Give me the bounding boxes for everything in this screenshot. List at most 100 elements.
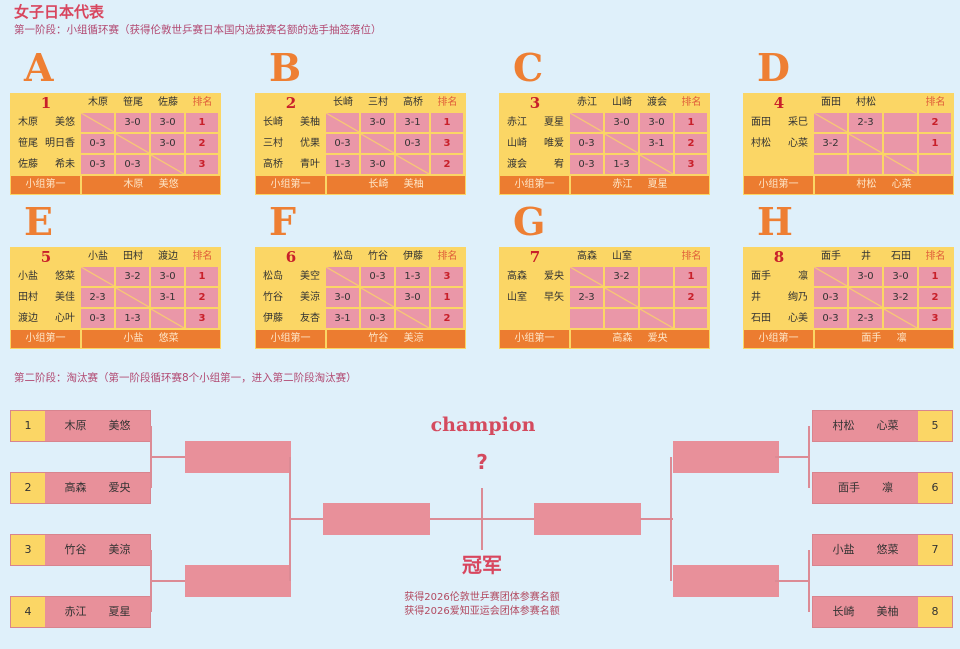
player-surname: 小盐 [18,270,38,282]
table-row: 赤江 夏星 3-0 3-0 1 [500,113,709,134]
player-name: 赤江 夏星 [45,605,150,619]
table-footer: 小组第一 小盐 悠菜 [11,330,220,348]
rank-cell: 2 [919,113,951,132]
bracket-slot: 7 小盐 悠菜 [812,534,953,566]
player-surname: 村松 [832,419,855,432]
rank-header: 排名 [192,251,213,262]
score-cell: 0-3 [361,267,394,286]
seed-number: 3 [11,535,45,565]
column-header: 山崎 [612,97,632,108]
player-given-name: 希未 [55,158,75,170]
column-header: 渡会 [647,97,667,108]
player-surname: 面手 [838,481,860,494]
player-name: 渡会 宥 [500,155,570,174]
player-given-name: 美佳 [55,291,75,303]
player-name: 山崎 唯爱 [500,134,570,153]
group-winner: 竹谷 美涼 [327,330,465,348]
player-surname: 竹谷 [263,291,283,303]
rank-cell: 1 [675,267,707,286]
rank-cell: 3 [431,134,463,153]
group-number: 1 [40,94,52,112]
player-name: 松岛 美空 [256,267,326,286]
player-given-name: 美悠 [55,116,75,128]
player-surname: 笹尾 [18,137,38,149]
player-surname: 渡边 [18,312,38,324]
column-header: 长崎 [333,97,353,108]
player-name: 佐藤 希未 [11,155,81,174]
player-name: 长崎 美柚 [813,605,918,619]
player-name: 面手 凛 [813,481,918,495]
score-cell: 0-3 [814,288,847,307]
player-surname: 赤江 [64,605,87,618]
table-row: 田村 美佳 2-3 3-1 2 [11,288,220,309]
seed-number: 1 [11,411,45,441]
group-winner: 木原 美悠 [82,176,220,194]
player-name: 面田 采巳 [744,113,814,132]
rank-cell: 1 [919,267,951,286]
bracket-slot: 8 长崎 美柚 [812,596,953,628]
score-cell: 3-0 [361,155,394,174]
group-f: F 6 松岛 竹谷 伊藤 排名 松岛 美空 0-3 1-3 3 竹谷 美涼 3-0 3-0 1 伊藤 友杏 3-1 0… [255,201,466,349]
column-header: 竹谷 [368,251,388,262]
player-given-name: 爱央 [108,481,131,494]
table-header: 5 小盐 田村 渡边 排名 [11,247,220,267]
player-name: 竹谷 美涼 [45,543,150,557]
bracket-line [151,456,185,458]
player-given-name: 心叶 [55,312,75,324]
rank-cell: 3 [186,155,218,174]
winner-label: 小组第一 [744,330,813,348]
score-cell: 3-0 [361,113,394,132]
player-surname: 高森 [64,481,87,494]
score-cell [605,309,638,328]
rank-cell: 3 [431,267,463,286]
rank-cell: 1 [919,134,951,153]
group-letter: F [269,199,296,244]
player-surname: 高桥 [263,158,283,170]
score-cell [640,155,673,174]
bracket-line [481,488,483,550]
rank-cell: 1 [186,113,218,132]
column-header: 佐藤 [158,97,178,108]
column-header: 木原 [88,97,108,108]
player-given-name: 美涼 [300,291,320,303]
group-table: 1 木原 笹尾 佐藤 排名 木原 美悠 3-0 3-0 1 笹尾 明日香 0-3 3-0 2 佐藤 希未 0-3 0… [10,93,221,195]
player-given-name: 凛 [798,270,808,282]
score-cell: 1-3 [605,155,638,174]
champion-title-cn: 冠军 [462,553,502,577]
column-header: 小盐 [88,251,108,262]
table-row: 笹尾 明日香 0-3 3-0 2 [11,134,220,155]
score-cell [570,113,603,132]
player-name: 木原 美悠 [11,113,81,132]
rank-cell: 1 [431,288,463,307]
score-cell: 3-2 [814,134,847,153]
winner-label: 小组第一 [744,176,813,194]
player-name: 面手 凛 [744,267,814,286]
group-winner: 村松 心菜 [815,176,953,194]
player-surname: 山室 [507,291,527,303]
table-row: 佐藤 希未 0-3 0-3 3 [11,155,220,176]
score-cell: 3-1 [151,288,184,307]
player-surname: 石田 [751,312,771,324]
player-surname: 田村 [18,291,38,303]
score-cell: 0-3 [81,134,114,153]
table-row: 伊藤 友杏 3-1 0-3 2 [256,309,465,330]
group-number: 7 [529,248,541,266]
group-winner: 面手 凛 [815,330,953,348]
group-table: 6 松岛 竹谷 伊藤 排名 松岛 美空 0-3 1-3 3 竹谷 美涼 3-0 3-0 1 伊藤 友杏 3-1 0-… [255,247,466,349]
score-cell [326,267,359,286]
score-cell [116,288,149,307]
score-cell [570,267,603,286]
table-row: 小盐 悠菜 3-2 3-0 1 [11,267,220,288]
champion-note: 获得2026爱知亚运会团体参赛名额 [404,606,560,617]
group-letter: E [24,199,53,244]
rank-cell [675,309,707,328]
player-given-name: 青叶 [300,158,320,170]
group-table: 5 小盐 田村 渡边 排名 小盐 悠菜 3-2 3-0 1 田村 美佳 2-3 3-1 2 渡边 心叶 0-3 1-… [10,247,221,349]
player-given-name: 早矢 [544,291,564,303]
player-name: 长崎 美柚 [256,113,326,132]
score-cell: 0-3 [81,309,114,328]
column-header: 面田 [821,97,841,108]
player-given-name: 美柚 [876,605,899,618]
player-name: 村松 心菜 [744,134,814,153]
score-cell [884,134,917,153]
